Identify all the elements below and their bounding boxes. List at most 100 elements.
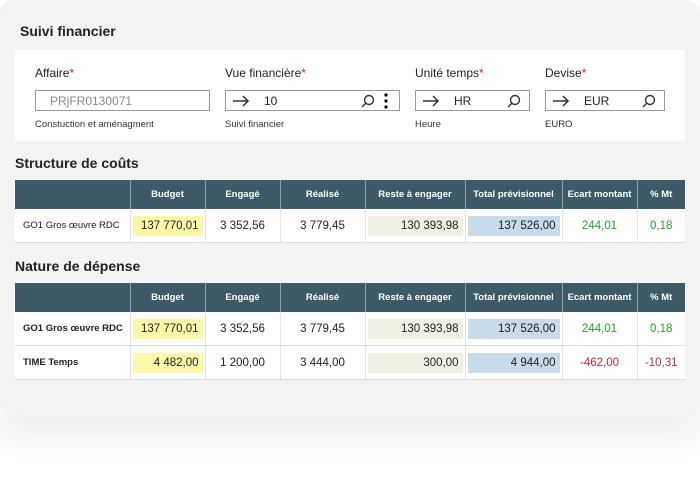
input-box[interactable]: EUR (545, 90, 665, 111)
arrow-icon (423, 94, 440, 107)
table-cell: 4 482,00 (129, 345, 205, 380)
table-cell: 3 779,45 (279, 209, 365, 243)
required-mark: * (301, 66, 306, 80)
highlight-value: 137 526,00 (467, 215, 560, 236)
header-cell: Réalisé (279, 283, 365, 312)
page-title: Suivi financier (20, 23, 116, 39)
table-cell: 244,01 (561, 209, 637, 243)
table-cell: 137 770,01 (129, 209, 205, 243)
table-cell: -462,00 (561, 345, 637, 380)
highlight-value: 4 482,00 (132, 352, 203, 373)
filter-field: Affaire* PRjFR0130071 Constuction et aména… (35, 66, 210, 130)
header-cell: Ecart montant (561, 283, 637, 312)
table-cell: 137 526,00 (464, 312, 562, 346)
highlight-value: 130 393,98 (367, 215, 463, 236)
highlight-value: 137 770,01 (132, 215, 203, 236)
arrow-icon (553, 94, 570, 107)
table-cell: 3 444,00 (279, 345, 365, 380)
header-cell: Total prévisionnel (464, 180, 562, 209)
input-value: 10 (264, 93, 278, 108)
header-row: Budget Engagé Réalisé Reste à engager Total … (15, 180, 685, 209)
search-icon[interactable] (361, 94, 375, 108)
header-cell: % Mt (636, 180, 685, 209)
section-title: Structure de coûts (15, 155, 139, 171)
filter-field: Unité temps* HR Heure (415, 66, 530, 130)
row-label: GO1 Gros œuvre RDC (15, 209, 130, 243)
table-cell: 0,18 (636, 209, 685, 243)
required-mark: * (479, 66, 484, 80)
search-icon[interactable] (507, 94, 521, 108)
section-title: Nature de dépense (15, 258, 141, 274)
header-cell: Budget (129, 180, 205, 209)
tbody: GO1 Gros œuvre RDC 137 770,01 3 352,56 3 77… (15, 312, 685, 380)
header-cell: Reste à engager (364, 283, 465, 312)
header-row: Budget Engagé Réalisé Reste à engager Total … (15, 283, 685, 312)
tbody: GO1 Gros œuvre RDC 137 770,01 3 352,56 3 77… (15, 209, 685, 243)
input-box[interactable]: PRjFR0130071 (35, 90, 210, 111)
input-box[interactable]: HR (415, 90, 530, 111)
table-cell: 137 770,01 (129, 312, 205, 346)
highlight-value: 300,00 (367, 352, 463, 373)
header-cell: Budget (129, 283, 205, 312)
search-icon[interactable] (642, 94, 656, 108)
table-cell: 244,01 (561, 312, 637, 346)
highlight-value: 137 526,00 (467, 318, 560, 339)
header-cell: Reste à engager (364, 180, 465, 209)
required-mark: * (581, 66, 587, 80)
table-cell: 300,00 (364, 345, 465, 380)
table-cell: 3 352,56 (204, 312, 280, 346)
helper-text: EURO (545, 119, 573, 130)
table-cell: 3 779,45 (279, 312, 365, 346)
arrow-icon (233, 94, 250, 107)
header-cell: Ecart montant (561, 180, 637, 209)
helper-text: Constuction et aménagment (35, 119, 154, 130)
field-label: Affaire* (35, 66, 210, 80)
table-cell: 4 944,00 (464, 345, 562, 380)
filter-field: Devise* EUR EURO (545, 66, 665, 130)
label-text: Devise (545, 66, 582, 80)
label-text: Unité temps (415, 66, 480, 80)
table-cell: 3 352,56 (204, 209, 280, 243)
input-value: PRjFR0130071 (50, 93, 133, 108)
table-cell: -10,31 (636, 345, 685, 380)
input-value: HR (454, 93, 472, 108)
table-cell: 130 393,98 (364, 312, 465, 346)
table-cell: 0,18 (636, 312, 685, 346)
label-text: Affaire (35, 66, 70, 80)
table-row: GO1 Gros œuvre RDC 137 770,01 3 352,56 3 77… (15, 312, 685, 346)
field-label: Vue financière* (225, 66, 400, 80)
header-cell: Engagé (204, 180, 280, 209)
table-cell: 137 526,00 (464, 209, 562, 243)
table-cell: 1 200,00 (204, 345, 280, 380)
table-row: TIME Temps 4 482,00 1 200,00 3 444,00 300,00… (15, 345, 685, 380)
header-cell (15, 283, 130, 312)
highlight-value: 130 393,98 (367, 318, 463, 339)
helper-text: Suivi financier (225, 119, 285, 130)
thead: Budget Engagé Réalisé Reste à engager Total … (15, 283, 685, 312)
input-box[interactable]: 10 (225, 90, 400, 111)
label-text: Vue financière (225, 66, 302, 80)
header-cell: % Mt (636, 283, 685, 312)
required-mark: * (69, 66, 75, 80)
filter-panel: Affaire* PRjFR0130071 Constuction et aména… (15, 50, 685, 141)
header-cell (15, 180, 130, 209)
field-label: Devise* (545, 66, 665, 80)
thead: Budget Engagé Réalisé Reste à engager Total … (15, 180, 685, 209)
data-table: Budget Engagé Réalisé Reste à engager Total … (15, 283, 685, 380)
row-label: GO1 Gros œuvre RDC (15, 312, 130, 346)
header-cell: Total prévisionnel (464, 283, 562, 312)
header-cell: Réalisé (279, 180, 365, 209)
highlight-value: 137 770,01 (132, 318, 203, 339)
header-cell: Engagé (204, 283, 280, 312)
table-row: GO1 Gros œuvre RDC 137 770,01 3 352,56 3 77… (15, 209, 685, 243)
field-label: Unité temps* (415, 66, 530, 80)
menu-icon[interactable] (383, 92, 389, 109)
filter-field: Vue financière* 10 Suivi financier (225, 66, 400, 130)
data-table: Budget Engagé Réalisé Reste à engager Total … (15, 180, 685, 243)
row-label: TIME Temps (15, 345, 130, 380)
table-cell: 130 393,98 (364, 209, 465, 243)
highlight-value: 4 944,00 (467, 352, 560, 373)
helper-text: Heure (415, 119, 441, 130)
input-value: EUR (584, 93, 610, 108)
